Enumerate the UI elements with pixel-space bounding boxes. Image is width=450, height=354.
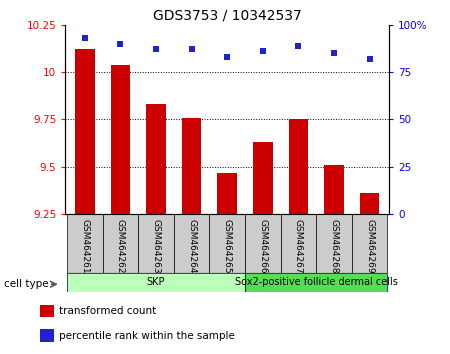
Text: GSM464268: GSM464268 (329, 219, 338, 274)
Bar (67, 273, 245, 292)
Bar (217, 172, 237, 214)
Point (188, 47, 195, 52)
Title: GDS3753 / 10342537: GDS3753 / 10342537 (153, 8, 302, 22)
Text: GSM464266: GSM464266 (258, 219, 267, 274)
Bar (245, 273, 387, 292)
Text: SKP: SKP (147, 277, 165, 287)
Bar (324, 165, 344, 214)
Point (330, 50, 338, 56)
Bar (360, 193, 379, 214)
Text: Sox2-positive follicle dermal cells: Sox2-positive follicle dermal cells (235, 277, 398, 287)
Bar (67, 214, 103, 273)
Point (224, 54, 231, 60)
Bar (253, 142, 273, 214)
Bar (40, 330, 54, 342)
Text: GSM464264: GSM464264 (187, 219, 196, 273)
Point (153, 47, 160, 52)
Text: GSM464269: GSM464269 (365, 219, 374, 274)
Bar (103, 214, 138, 273)
Bar (138, 214, 174, 273)
Text: GSM464265: GSM464265 (223, 219, 232, 274)
Point (366, 56, 373, 62)
Point (259, 48, 266, 54)
Bar (174, 214, 209, 273)
Bar (146, 104, 166, 214)
Bar (209, 214, 245, 273)
Text: cell type: cell type (4, 279, 49, 289)
Bar (245, 214, 281, 273)
Point (295, 43, 302, 48)
Bar (75, 50, 94, 214)
Text: transformed count: transformed count (59, 307, 157, 316)
Bar (111, 64, 130, 214)
Bar (40, 304, 54, 318)
Text: GSM464261: GSM464261 (81, 219, 90, 274)
Point (81, 35, 89, 41)
Bar (281, 214, 316, 273)
Text: GSM464262: GSM464262 (116, 219, 125, 273)
Point (117, 41, 124, 46)
Text: percentile rank within the sample: percentile rank within the sample (59, 331, 235, 341)
Bar (288, 120, 308, 214)
Bar (182, 118, 202, 214)
Bar (352, 214, 387, 273)
Text: GSM464263: GSM464263 (152, 219, 161, 274)
Bar (316, 214, 352, 273)
Text: GSM464267: GSM464267 (294, 219, 303, 274)
